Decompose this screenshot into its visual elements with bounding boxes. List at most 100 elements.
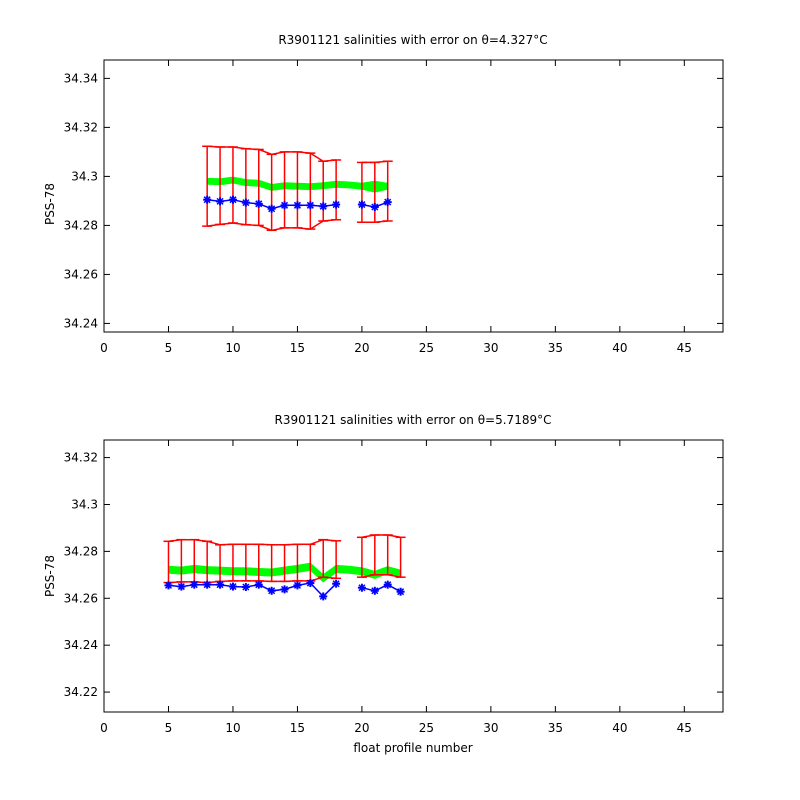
top-y-tick-label: 34.34 xyxy=(64,71,98,85)
top-x-tick-label: 15 xyxy=(290,341,305,355)
bottom-float-point xyxy=(164,581,173,590)
bottom-error-bar xyxy=(227,543,238,582)
top-x-tick-label: 30 xyxy=(483,341,498,355)
top-error-bar xyxy=(369,161,380,223)
bottom-error-bar xyxy=(292,543,303,582)
bottom-float-point xyxy=(357,583,366,592)
bottom-error-bar xyxy=(331,540,342,580)
bottom-error-bar xyxy=(279,544,290,583)
bottom-float-point xyxy=(370,586,379,595)
bottom-float-point xyxy=(203,580,212,589)
bottom-x-tick-label: 20 xyxy=(354,721,369,735)
bottom-error-bar xyxy=(395,536,406,578)
bottom-error-bar xyxy=(356,536,367,578)
top-y-tick-label: 34.28 xyxy=(64,218,98,232)
bottom-float-point xyxy=(280,585,289,594)
bottom-plot-ticks: 0 5 10 15 20 25 30 35 40 45 34.22 34.24 34.26 34.28 34… xyxy=(64,440,723,735)
bottom-float-point xyxy=(332,579,341,588)
bottom-x-tick-label: 45 xyxy=(677,721,692,735)
top-float-point xyxy=(267,204,276,213)
top-float-point xyxy=(228,195,237,204)
bottom-y-tick-label: 34.24 xyxy=(64,638,98,652)
top-x-tick-label: 0 xyxy=(100,341,108,355)
top-y-axis-label: PSS-78 xyxy=(43,183,57,225)
bottom-error-bar xyxy=(382,534,393,576)
top-error-bar xyxy=(292,151,303,229)
top-plot-title: R3901121 salinities with error on θ=4.32… xyxy=(278,33,547,47)
bottom-float-point xyxy=(190,580,199,589)
bottom-float-point xyxy=(241,583,250,592)
bottom-x-tick-label: 25 xyxy=(419,721,434,735)
bottom-plot-axes-box xyxy=(103,439,724,713)
bottom-float-point xyxy=(396,587,405,596)
top-float-point xyxy=(203,195,212,204)
top-error-bar xyxy=(305,152,316,230)
top-plot-marks xyxy=(202,145,393,232)
bottom-float-point xyxy=(216,580,225,589)
bottom-float-salinity-line xyxy=(361,583,401,593)
top-x-tick-label: 20 xyxy=(354,341,369,355)
bottom-error-bar xyxy=(318,538,329,578)
bottom-x-tick-label: 0 xyxy=(100,721,108,735)
top-error-bar xyxy=(215,146,226,226)
top-plot-ticks: 0 5 10 15 20 25 30 35 40 45 34.24 34.26 34.28 34.3 34.… xyxy=(64,60,723,355)
top-float-point xyxy=(254,199,263,208)
top-float-point xyxy=(332,200,341,209)
top-y-tick-label: 34.26 xyxy=(64,267,98,281)
top-float-point xyxy=(216,197,225,206)
bottom-y-axis-label: PSS-78 xyxy=(43,555,57,597)
top-x-tick-label: 35 xyxy=(548,341,563,355)
top-error-bar xyxy=(331,159,342,221)
bottom-x-tick-label: 5 xyxy=(165,721,173,735)
bottom-error-bar xyxy=(240,543,251,582)
top-float-point xyxy=(241,198,250,207)
top-x-tick-label: 25 xyxy=(419,341,434,355)
top-error-bar xyxy=(356,161,367,223)
top-error-bar xyxy=(240,147,251,226)
bottom-x-tick-label: 15 xyxy=(290,721,305,735)
top-float-point xyxy=(293,201,302,210)
bottom-y-tick-label: 34.32 xyxy=(64,451,98,465)
bottom-plot-marks xyxy=(163,534,406,601)
top-error-bar xyxy=(202,145,213,227)
top-float-point xyxy=(370,203,379,212)
bottom-y-tick-label: 34.28 xyxy=(64,544,98,558)
top-float-point xyxy=(306,201,315,210)
top-error-bar xyxy=(382,160,393,222)
top-x-tick-label: 5 xyxy=(165,341,173,355)
top-float-point xyxy=(319,202,328,211)
top-plot-axes-box xyxy=(103,59,724,333)
top-salinity-plot: R3901121 salinities with error on θ=4.32… xyxy=(43,33,724,355)
top-float-point xyxy=(383,198,392,207)
bottom-error-upper-line xyxy=(361,534,401,539)
bottom-x-axis-label: float profile number xyxy=(353,741,472,755)
bottom-float-point xyxy=(254,580,263,589)
bottom-y-tick-label: 34.22 xyxy=(64,685,98,699)
top-error-bar xyxy=(253,148,264,227)
top-float-point xyxy=(280,201,289,210)
bottom-x-tick-label: 35 xyxy=(548,721,563,735)
bottom-plot-title: R3901121 salinities with error on θ=5.71… xyxy=(275,413,552,427)
top-float-point xyxy=(357,200,366,209)
bottom-float-point xyxy=(177,582,186,591)
bottom-salinity-plot: R3901121 salinities with error on θ=5.71… xyxy=(43,413,724,755)
bottom-x-tick-label: 30 xyxy=(483,721,498,735)
top-error-bar xyxy=(318,160,329,222)
bottom-error-bar xyxy=(176,538,187,583)
top-y-tick-label: 34.3 xyxy=(71,169,98,183)
top-error-bar xyxy=(279,151,290,229)
bottom-float-point xyxy=(293,581,302,590)
bottom-float-point xyxy=(267,586,276,595)
top-error-bar xyxy=(266,153,277,232)
bottom-x-tick-label: 10 xyxy=(225,721,240,735)
top-error-bar xyxy=(227,146,238,224)
bottom-error-bar xyxy=(369,534,380,576)
bottom-x-tick-label: 40 xyxy=(612,721,627,735)
bottom-float-point xyxy=(228,582,237,591)
top-y-tick-label: 34.24 xyxy=(64,316,98,330)
top-x-tick-label: 40 xyxy=(612,341,627,355)
bottom-float-point xyxy=(306,579,315,588)
bottom-float-point xyxy=(383,580,392,589)
